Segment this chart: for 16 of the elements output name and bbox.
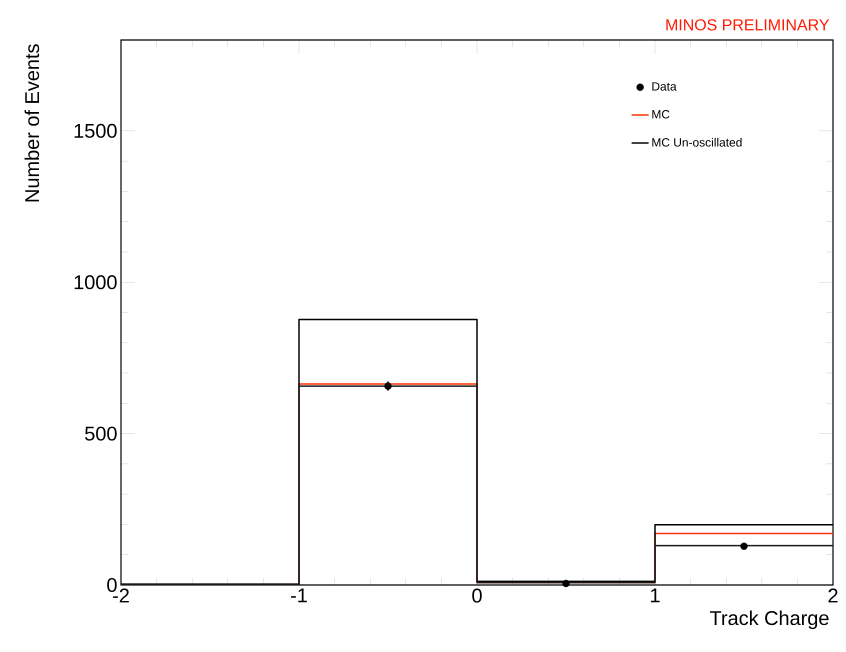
x-tick-label: 2: [828, 588, 838, 602]
y-tick-label: 1000: [74, 275, 117, 290]
x-axis-title: Track Charge: [710, 610, 829, 630]
text: MINOS PRELIMINARY: [666, 19, 830, 30]
y-axis-title: Number of Events: [24, 44, 40, 202]
x-tick-label: 0: [472, 588, 482, 603]
point: [384, 382, 392, 390]
legend-label: MC Un-oscillated: [652, 138, 742, 147]
point: [562, 580, 570, 588]
y-tick-label: 500: [85, 426, 117, 441]
legend-label: Data: [652, 82, 677, 91]
y-tick-label: 1500: [74, 124, 117, 138]
legend-label: MC: [652, 110, 670, 118]
point: [740, 542, 748, 550]
x-tick-label: 1: [650, 588, 660, 602]
x-tick-label: -1: [291, 588, 307, 602]
